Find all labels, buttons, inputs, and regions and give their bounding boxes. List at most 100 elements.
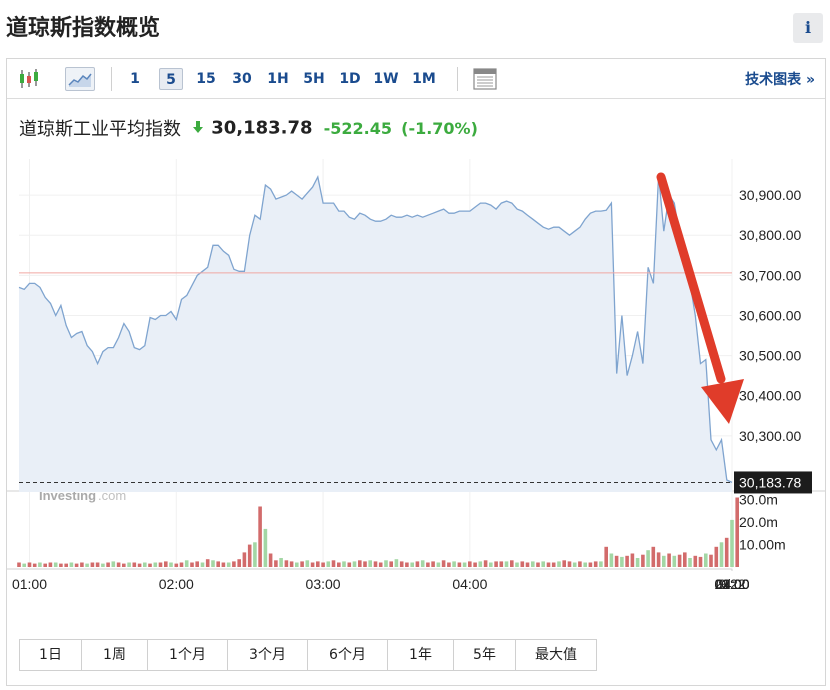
time-range-selector: 1日 1周 1个月 3个月 6个月 1年 5年 最大值 xyxy=(19,639,597,671)
volume-bar xyxy=(378,562,383,567)
range-button[interactable]: 1年 xyxy=(388,640,454,670)
range-button[interactable]: 1日 xyxy=(20,640,82,670)
range-button[interactable]: 1周 xyxy=(82,640,148,670)
interval-1[interactable]: 1 xyxy=(130,71,140,87)
price-tick-label: 30,500.00 xyxy=(739,348,801,364)
volume-bar xyxy=(132,562,137,567)
chart-panel: 英为财情Investing.com30,300.0030,400.0030,50… xyxy=(6,58,826,686)
volume-bar xyxy=(111,561,116,567)
volume-bar xyxy=(641,554,645,567)
range-button[interactable]: 最大值 xyxy=(535,647,577,663)
volume-bar xyxy=(441,560,446,567)
range-button[interactable]: 3个月 xyxy=(228,640,308,670)
technical-chart-link[interactable]: 技术图表 » xyxy=(745,72,815,88)
volume-bar xyxy=(630,553,635,567)
volume-bar xyxy=(420,560,425,567)
volume-bar xyxy=(279,558,283,567)
volume-bar xyxy=(80,562,84,567)
header: 道琼斯指数概览 i xyxy=(0,0,830,56)
price-tick-label: 30,400.00 xyxy=(739,388,801,404)
volume-bar xyxy=(284,560,289,567)
volume-bar xyxy=(494,561,498,567)
x-tick-label: 04:00 xyxy=(452,576,487,592)
interval-15[interactable]: 15 xyxy=(196,71,216,87)
interval-1m[interactable]: 1M xyxy=(412,71,436,87)
last-price: 30,183.78 xyxy=(211,117,313,139)
price-tick-label: 30,600.00 xyxy=(739,307,801,323)
volume-bar xyxy=(672,555,677,567)
price-change: -522.45 xyxy=(323,118,393,138)
volume-bar xyxy=(468,561,472,567)
area-chart-icon[interactable] xyxy=(65,67,95,91)
volume-bar xyxy=(153,562,158,567)
volume-bar xyxy=(316,561,320,567)
volume-bar xyxy=(74,563,79,567)
volume-bar xyxy=(614,555,619,567)
volume-bar xyxy=(368,560,372,567)
volume-bar xyxy=(122,563,126,567)
volume-bar xyxy=(337,562,341,567)
quote-line: 道琼斯工业平均指数 30,183.78 -522.45 (-1.70%) xyxy=(19,115,478,141)
price-line xyxy=(18,174,733,483)
volume-bar xyxy=(258,506,262,567)
volume-bar xyxy=(305,560,310,567)
volume-bar xyxy=(373,561,378,567)
table-view-icon[interactable] xyxy=(471,67,499,91)
interval-1d[interactable]: 1D xyxy=(339,71,361,87)
range-button[interactable]: 6个月 xyxy=(308,640,388,670)
interval-1w[interactable]: 1W xyxy=(373,71,399,87)
volume-bar xyxy=(326,561,331,567)
volume-bar xyxy=(190,562,194,567)
interval-5[interactable]: 5 xyxy=(159,68,183,90)
x-tick-label: 03:00 xyxy=(714,576,749,592)
interval-30[interactable]: 30 xyxy=(232,71,252,87)
interval-5h[interactable]: 5H xyxy=(303,71,325,87)
volume-bar xyxy=(499,561,504,567)
volume-bar xyxy=(489,562,493,567)
volume-bar xyxy=(101,563,105,567)
range-button[interactable]: 1个月 xyxy=(148,640,228,670)
volume-bar xyxy=(289,561,294,567)
volume-bar xyxy=(263,528,268,567)
volume-bar xyxy=(483,560,488,567)
volume-bar xyxy=(436,562,441,567)
volume-bar xyxy=(216,561,220,567)
interval-1h[interactable]: 1H xyxy=(267,71,289,87)
volume-bar xyxy=(158,562,163,567)
volume-bar xyxy=(295,562,299,567)
volume-bar xyxy=(64,563,68,567)
volume-bar xyxy=(562,560,566,567)
info-button[interactable]: i xyxy=(793,13,823,43)
volume-bar xyxy=(567,561,572,567)
volume-bar xyxy=(452,561,456,567)
volume-bar xyxy=(604,546,608,567)
volume-bar xyxy=(735,497,739,567)
volume-bar xyxy=(683,552,687,567)
volume-bar xyxy=(677,554,682,567)
volume-tick-label: 30.0m xyxy=(739,492,778,508)
volume-bar xyxy=(363,561,367,567)
volume-bar xyxy=(226,562,231,567)
candlestick-icon[interactable] xyxy=(17,67,45,91)
last-price-box xyxy=(734,471,812,494)
volume-bar xyxy=(38,562,42,567)
range-button[interactable]: 5年 xyxy=(454,640,516,670)
x-tick-label: 04: xyxy=(716,576,735,592)
page-title: 道琼斯指数概览 xyxy=(6,16,161,41)
volume-bar xyxy=(389,561,393,567)
volume-bar xyxy=(635,558,640,567)
volume-bar xyxy=(143,562,147,567)
volume-bar xyxy=(709,554,713,567)
volume-bar xyxy=(106,562,110,567)
annotation-arrow-shaft xyxy=(656,172,726,384)
x-tick-label: 02:00 xyxy=(159,576,194,592)
volume-bar xyxy=(546,562,551,567)
volume-bar xyxy=(310,562,315,567)
index-name: 道琼斯工业平均指数 xyxy=(19,119,181,140)
volume-bar xyxy=(268,553,273,567)
volume-bar xyxy=(59,563,63,567)
volume-bar xyxy=(27,562,32,567)
chart-canvas[interactable]: 英为财情Investing.com30,300.0030,400.0030,50… xyxy=(7,59,825,679)
volume-bar xyxy=(583,562,587,567)
volume-bar xyxy=(646,550,650,567)
